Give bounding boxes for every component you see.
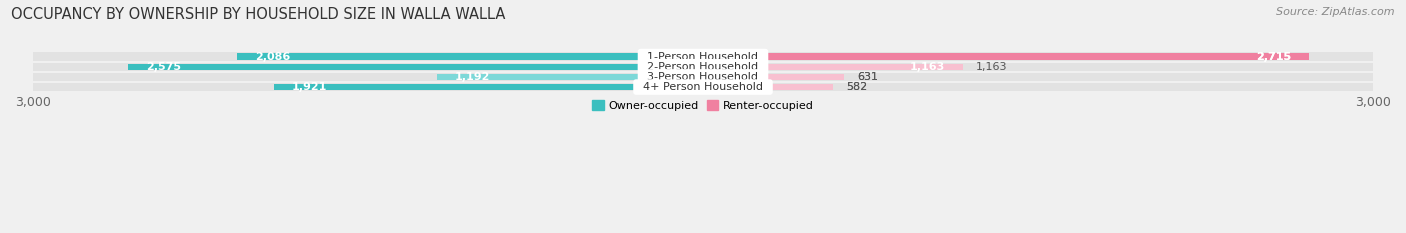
Text: 2,715: 2,715 [1257,51,1292,62]
Bar [32,63,1374,71]
Text: Source: ZipAtlas.com: Source: ZipAtlas.com [1277,7,1395,17]
Text: 582: 582 [846,82,868,92]
Bar [238,53,703,60]
Text: 631: 631 [858,72,879,82]
Text: 1,192: 1,192 [454,72,491,82]
Text: 582: 582 [846,82,868,92]
Bar [437,74,703,80]
Text: 3-Person Household: 3-Person Household [641,72,765,82]
Bar [128,64,703,70]
Bar [703,74,844,80]
Text: 631: 631 [858,72,879,82]
Bar [32,52,1374,61]
Bar [32,83,1374,91]
Text: OCCUPANCY BY OWNERSHIP BY HOUSEHOLD SIZE IN WALLA WALLA: OCCUPANCY BY OWNERSHIP BY HOUSEHOLD SIZE… [11,7,506,22]
Text: 1,163: 1,163 [910,62,945,72]
Bar [32,73,1374,81]
Text: 1,921: 1,921 [292,82,328,92]
Text: 1-Person Household: 1-Person Household [641,51,765,62]
Text: 2,715: 2,715 [1257,51,1292,62]
Text: 4+ Person Household: 4+ Person Household [636,82,770,92]
Bar [703,84,832,90]
Bar [703,64,963,70]
Text: 2,575: 2,575 [146,62,181,72]
Bar [274,84,703,90]
Text: 2,086: 2,086 [254,51,290,62]
Legend: Owner-occupied, Renter-occupied: Owner-occupied, Renter-occupied [588,96,818,115]
Bar [703,53,1309,60]
Text: 1,163: 1,163 [976,62,1008,72]
Text: 2-Person Household: 2-Person Household [641,62,765,72]
